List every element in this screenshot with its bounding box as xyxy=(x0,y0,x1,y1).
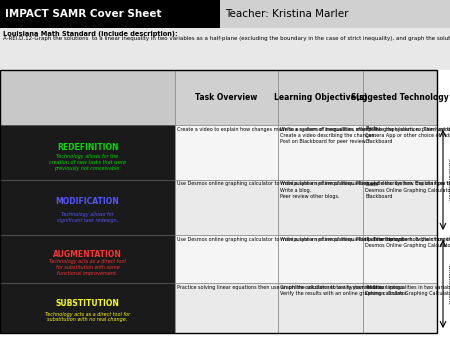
Bar xyxy=(278,180,363,235)
Text: iPads
Desmos Online Graphing Calculator
Blackboard: iPads Desmos Online Graphing Calculator … xyxy=(365,182,450,199)
Text: Teacher: Kristina Marler: Teacher: Kristina Marler xyxy=(225,9,348,19)
Text: Technology allows for the
creation of new tasks that were
previously not conceiv: Technology allows for the creation of ne… xyxy=(49,154,126,171)
Bar xyxy=(220,0,450,28)
Text: enhancement: enhancement xyxy=(447,264,450,304)
Bar xyxy=(0,125,175,180)
Text: transformation: transformation xyxy=(447,158,450,202)
Bar xyxy=(0,235,175,283)
Text: Technology allows for
significant task redesign.: Technology allows for significant task r… xyxy=(57,212,118,223)
Bar xyxy=(363,70,437,125)
Text: Practice solving linear equations then use an online calculator to verify your r: Practice solving linear equations then u… xyxy=(177,285,383,290)
Text: Create a video to explain how changes made to a system of inequalities affects t: Create a video to explain how changes ma… xyxy=(177,126,450,131)
Text: IMPACT SAMR Cover Sheet: IMPACT SAMR Cover Sheet xyxy=(5,9,162,19)
Text: Use Desmos online graphing calculator to manipulate a system of inequalities.  T: Use Desmos online graphing calculator to… xyxy=(177,237,450,241)
Bar xyxy=(175,180,278,235)
Bar xyxy=(363,283,437,333)
Bar xyxy=(175,235,278,283)
Text: iPads
Camera App or other choice of video technology.
Blackboard: iPads Camera App or other choice of vide… xyxy=(365,126,450,144)
Text: MODIFICATION: MODIFICATION xyxy=(56,197,119,207)
Text: AUGMENTATION: AUGMENTATION xyxy=(53,250,122,259)
Bar xyxy=(363,125,437,180)
Bar xyxy=(278,125,363,180)
Bar xyxy=(0,28,450,70)
Bar xyxy=(278,283,363,333)
Text: iPads or laptops
Desmos  Online Graphing Calculator: iPads or laptops Desmos Online Graphing … xyxy=(365,285,450,296)
Text: SUBSTITUTION: SUBSTITUTION xyxy=(55,298,119,308)
Text: Louisiana Math Standard (include description):: Louisiana Math Standard (include descrip… xyxy=(3,31,178,37)
Bar xyxy=(363,180,437,235)
Bar xyxy=(175,70,278,125)
Text: Technology acts as a direct tool for
substitution with no real change.: Technology acts as a direct tool for sub… xyxy=(45,312,130,322)
Text: Use Desmos online graphing calculator to manipulate a system of inequalities and: Use Desmos online graphing calculator to… xyxy=(177,182,450,187)
Text: Write a system of inequalities, manipulate the system, explain how the manipulat: Write a system of inequalities, manipula… xyxy=(280,126,450,144)
Bar xyxy=(0,70,437,333)
Text: iPads or laptops
Desmos Online Graphing Calculator: iPads or laptops Desmos Online Graphing … xyxy=(365,237,450,248)
Text: Suggested Technology: Suggested Technology xyxy=(351,93,449,102)
Text: Graph the solution set to a system of linear inequalities in two variables as th: Graph the solution set to a system of li… xyxy=(280,285,450,296)
Text: REDEFINITION: REDEFINITION xyxy=(57,143,118,151)
Bar xyxy=(278,235,363,283)
Bar xyxy=(0,0,220,28)
Text: Write a system of inequalities. Manipulate the system. Explain how the manipulat: Write a system of inequalities. Manipula… xyxy=(280,182,450,199)
Bar xyxy=(363,235,437,283)
Text: Learning Objective(s): Learning Objective(s) xyxy=(274,93,367,102)
Bar xyxy=(175,283,278,333)
Text: A-REI.D.12-Graph the solutions  to a linear inequality in two variables as a hal: A-REI.D.12-Graph the solutions to a line… xyxy=(3,36,450,41)
Bar xyxy=(0,283,175,333)
Bar xyxy=(278,70,363,125)
Bar xyxy=(0,70,175,125)
Bar xyxy=(0,180,175,235)
Bar xyxy=(175,125,278,180)
Text: Task Overview: Task Overview xyxy=(195,93,257,102)
Text: Write a system of inequalities. Manipulate the system. Explain how the manipulat: Write a system of inequalities. Manipula… xyxy=(280,237,450,241)
Text: Technology acts as a direct tool
for substitution with some
functional improveme: Technology acts as a direct tool for sub… xyxy=(49,259,126,276)
